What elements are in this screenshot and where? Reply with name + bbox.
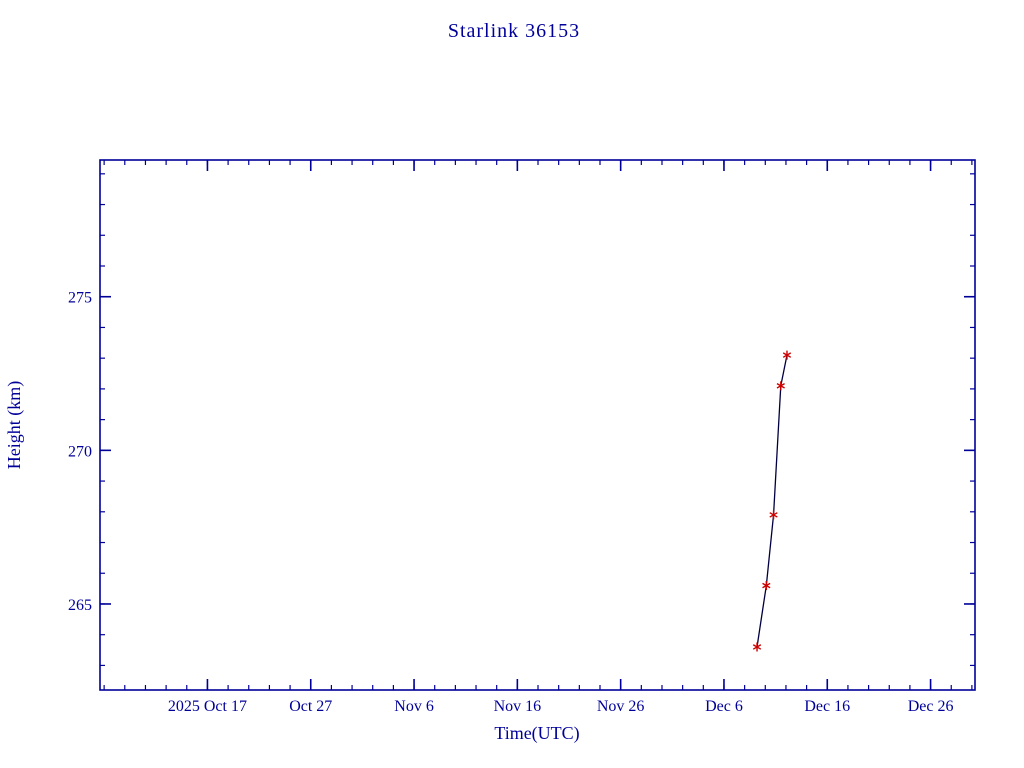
x-tick-label: Nov 16 [494,698,542,715]
x-tick-label: Nov 26 [597,698,645,715]
y-axis-label: Height (km) [4,381,25,469]
marker-stroke [752,644,762,650]
data-line [756,354,788,648]
data-point-marker [762,581,771,591]
x-axis-label: Time(UTC) [494,723,579,744]
marker-stroke [782,352,792,358]
chart-title: Starlink 36153 [448,20,580,42]
marker-stroke [762,582,771,589]
x-tick-label: Dec 6 [705,698,743,715]
plot-border [99,159,976,691]
x-tick-label: Oct 27 [289,698,332,715]
y-tick-label: 275 [68,290,92,307]
marker-stroke [769,512,778,518]
y-tick-label: 265 [68,597,92,614]
data-point-marker [776,381,785,391]
plot-area: 2025 Oct 17 Oct 27 Nov 6 Nov 16 Nov 26 Dec 6 D… [68,159,976,715]
x-tick-label: Dec 16 [804,698,850,715]
data-point-marker [769,510,778,520]
x-tick-label: Nov 6 [394,698,434,715]
data-point-marker [782,350,792,360]
y-tick-label: 270 [68,443,92,460]
x-tick-label: 2025 Oct 17 [168,698,247,715]
data-point-marker [752,642,762,652]
marker-stroke [776,383,785,389]
x-tick-label: Dec 26 [908,698,954,715]
